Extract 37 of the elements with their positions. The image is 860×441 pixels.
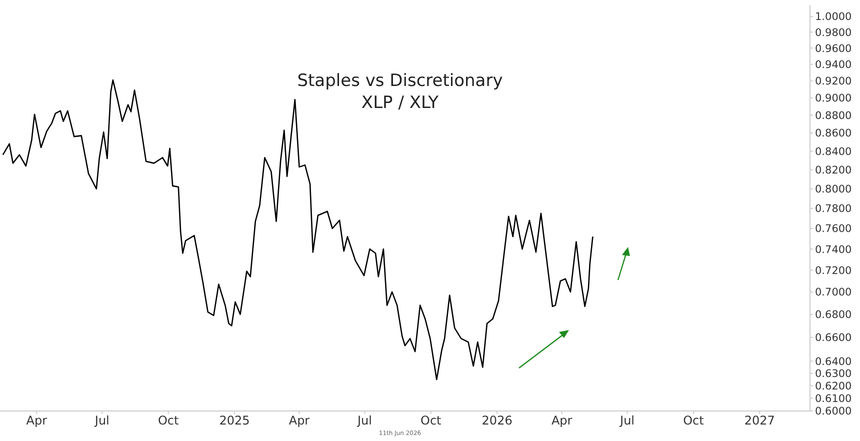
x-tick-label: Apr	[26, 414, 48, 428]
y-tick-label: 0.9600	[815, 42, 852, 55]
y-tick-label: 0.7600	[815, 223, 852, 236]
y-tick-label: 0.9000	[815, 92, 852, 105]
y-tick-label: 0.6400	[815, 356, 852, 368]
y-tick-label: 0.7200	[815, 264, 852, 277]
x-tick-label: Jul	[619, 414, 635, 428]
y-tick-label: 0.6000	[815, 406, 852, 418]
y-tick-label: 1.0000	[815, 11, 852, 24]
y-tick-label: 0.8600	[815, 128, 852, 140]
x-tick-label: 2026	[482, 414, 512, 428]
y-tick-label: 0.7400	[815, 244, 852, 256]
text: Staples vs Discretionary	[296, 70, 504, 92]
x-tick-label: Oct	[158, 414, 179, 428]
y-tick-label: 0.6100	[815, 392, 852, 405]
y-tick-label: 0.6800	[815, 309, 852, 322]
x-tick-label: Jul	[94, 414, 110, 428]
x-tick-label: Apr	[288, 414, 310, 428]
y-tick-label: 0.9400	[815, 59, 852, 72]
y-tick-label: 0.8400	[815, 146, 852, 158]
y-tick-label: 0.9800	[815, 26, 852, 39]
x-tick-label: 2025	[219, 414, 250, 428]
text: XLP / XLY	[360, 92, 440, 114]
x-tick-label: Apr	[551, 414, 572, 428]
y-tick-label: 0.6300	[815, 368, 852, 380]
x-tick-label: 2027	[744, 414, 775, 428]
x-tick-label: Jul	[356, 414, 372, 428]
y-tick-label: 0.6200	[815, 380, 852, 392]
x-tick-label: Oct	[420, 414, 442, 428]
y-tick-label: 0.6600	[815, 332, 852, 344]
y-tick-label: 0.8000	[815, 184, 852, 196]
y-tick-label: 0.8200	[815, 164, 852, 176]
y-tick-label: 0.7800	[815, 203, 852, 216]
y-tick-label: 0.8800	[815, 110, 852, 122]
x-tick-label: Oct	[683, 414, 704, 428]
y-tick-label: 0.9200	[815, 76, 852, 88]
y-tick-label: 0.7000	[815, 286, 852, 299]
